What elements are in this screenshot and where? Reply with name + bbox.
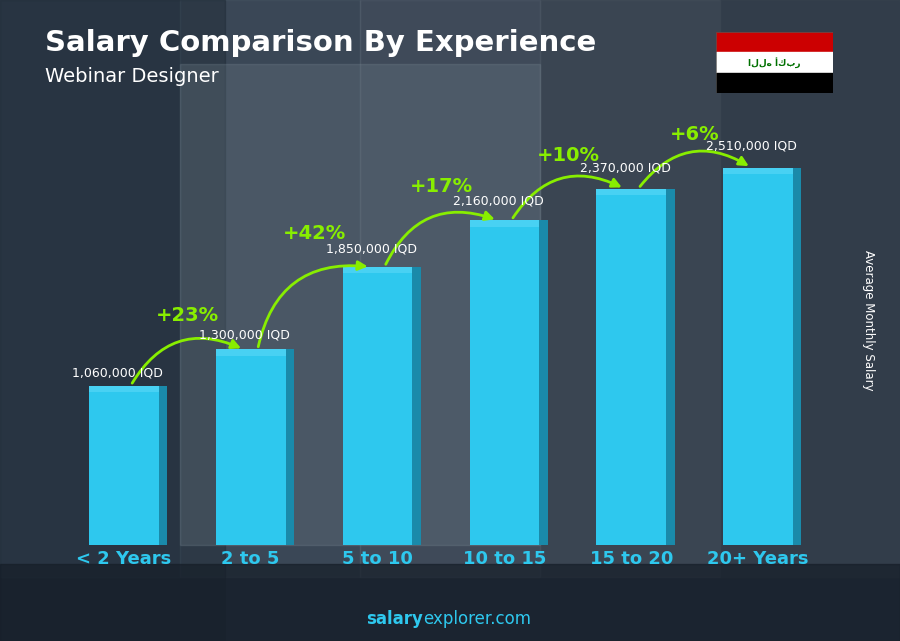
Text: Webinar Designer: Webinar Designer — [45, 67, 219, 87]
FancyArrowPatch shape — [386, 212, 492, 264]
Bar — [412, 267, 421, 545]
Bar — [720, 0, 900, 577]
Bar — [470, 221, 539, 545]
Text: +42%: +42% — [283, 224, 346, 243]
Bar — [180, 0, 360, 577]
Bar — [597, 188, 666, 195]
Text: Salary Comparison By Experience: Salary Comparison By Experience — [45, 29, 596, 57]
Text: salary: salary — [366, 610, 423, 628]
Bar — [216, 349, 285, 356]
Bar — [716, 53, 832, 72]
Text: الله أكبر: الله أكبر — [748, 57, 800, 68]
Bar — [540, 0, 720, 577]
Bar — [724, 167, 793, 545]
Bar — [470, 221, 539, 227]
Text: 1,060,000 IQD: 1,060,000 IQD — [72, 366, 163, 379]
Text: 2,160,000 IQD: 2,160,000 IQD — [453, 194, 544, 207]
Bar — [0, 0, 225, 641]
FancyArrowPatch shape — [132, 338, 238, 383]
Bar — [158, 385, 167, 545]
Bar — [360, 0, 540, 577]
Bar — [343, 267, 412, 545]
Bar — [716, 32, 832, 53]
Bar — [89, 385, 158, 545]
Text: 2,510,000 IQD: 2,510,000 IQD — [706, 140, 797, 153]
Bar — [216, 349, 285, 545]
Text: +23%: +23% — [156, 306, 219, 326]
FancyArrowPatch shape — [640, 151, 746, 187]
Bar — [793, 167, 802, 545]
Bar — [0, 564, 900, 641]
Bar — [0, 0, 180, 577]
Bar — [180, 64, 540, 545]
Text: +10%: +10% — [536, 146, 599, 165]
Bar — [666, 188, 675, 545]
Text: 1,850,000 IQD: 1,850,000 IQD — [326, 243, 417, 256]
Bar — [716, 72, 832, 93]
Bar — [343, 267, 412, 273]
Text: +17%: +17% — [410, 177, 472, 196]
Text: Average Monthly Salary: Average Monthly Salary — [862, 250, 875, 391]
Bar — [89, 385, 158, 392]
Bar — [539, 221, 548, 545]
Bar — [724, 167, 793, 174]
Bar — [597, 188, 666, 545]
Text: 1,300,000 IQD: 1,300,000 IQD — [199, 329, 290, 342]
Text: 2,370,000 IQD: 2,370,000 IQD — [580, 162, 670, 174]
FancyArrowPatch shape — [513, 176, 619, 218]
Text: explorer.com: explorer.com — [423, 610, 531, 628]
Bar — [285, 349, 294, 545]
Text: +6%: +6% — [670, 124, 720, 144]
FancyArrowPatch shape — [258, 262, 364, 347]
